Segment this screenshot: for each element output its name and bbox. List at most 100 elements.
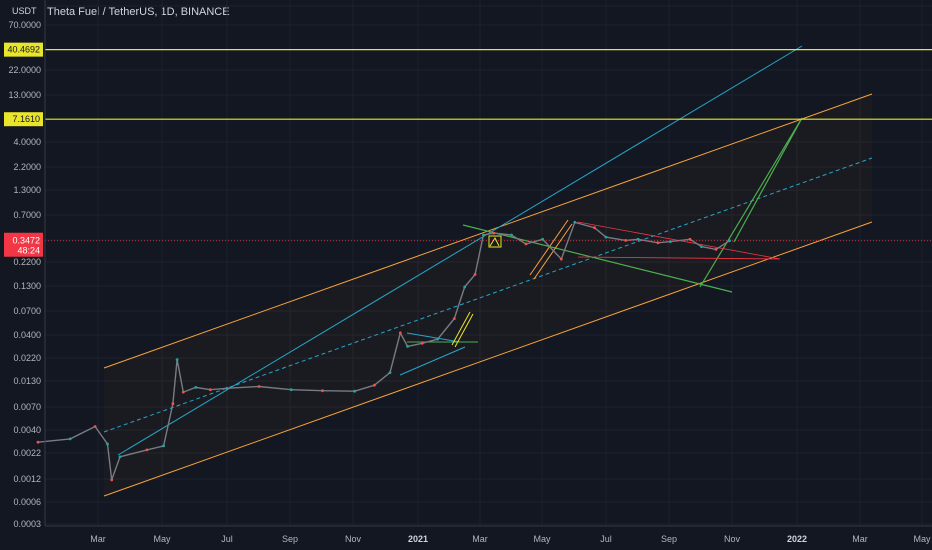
trendline-green — [462, 224, 733, 293]
data-point — [93, 425, 97, 428]
series-line — [37, 221, 730, 481]
pattern-marker — [489, 236, 500, 247]
x-tick-label: Nov — [345, 534, 362, 544]
y-tick-label: 0.7000 — [13, 210, 41, 220]
y-tick-label: 0.0130 — [13, 376, 41, 386]
data-point — [145, 448, 149, 452]
x-tick-label: Sep — [282, 534, 298, 544]
data-point — [624, 239, 628, 242]
data-point — [473, 273, 477, 276]
y-tick-label: 0.1300 — [13, 281, 41, 291]
x-tick-label: 2021 — [408, 534, 428, 544]
y-tick-label: 0.0003 — [13, 519, 41, 529]
x-tick-label: Nov — [724, 534, 741, 544]
y-tick-label: 0.0022 — [13, 448, 41, 458]
data-point — [162, 444, 166, 448]
y-axis[interactable]: 70.0000 22.0000 13.0000 4.0000 2.2000 1.3000 0… — [4, 0, 46, 529]
data-point — [463, 285, 467, 289]
grid-lines — [45, 0, 932, 526]
chart-title: Theta Fuel / TetherUS, 1D, BINANCE — [47, 6, 230, 18]
data-point — [436, 337, 440, 341]
x-axis[interactable]: Mar May Jul Sep Nov 2021 Mar May Jul Sep Nov 2022 Ma… — [45, 525, 932, 544]
trendline-yellow — [454, 313, 474, 348]
data-point — [420, 341, 424, 345]
y-tick-label: 0.0040 — [13, 425, 41, 435]
data-point — [181, 390, 185, 394]
x-tick-label: Jul — [600, 534, 612, 544]
data-point — [452, 317, 456, 320]
x-tick-label: Mar — [852, 534, 868, 544]
last-price-tag — [4, 232, 43, 257]
y-tick-label: 0.0070 — [13, 402, 41, 412]
data-point — [208, 388, 212, 392]
y-tick-label: 0.0006 — [13, 497, 41, 507]
data-point — [656, 241, 660, 245]
y-tick-label: 2.2000 — [13, 162, 41, 172]
price-level-label: 40.4692 — [7, 45, 40, 55]
last-price-countdown: 48:24 — [17, 246, 40, 256]
data-point — [171, 402, 175, 406]
y-tick-label: 4.0000 — [13, 137, 41, 147]
data-point — [36, 440, 40, 444]
data-point — [524, 242, 528, 246]
data-point — [373, 383, 376, 387]
data-point — [510, 233, 513, 237]
data-point — [398, 331, 402, 335]
y-tick-label: 22.0000 — [8, 65, 41, 75]
y-tick-label: 0.0220 — [13, 353, 41, 363]
data-point — [353, 389, 357, 393]
data-point — [194, 386, 198, 389]
x-tick-label: May — [153, 534, 171, 544]
price-level-tag — [4, 112, 43, 127]
price-levels — [45, 49, 932, 242]
price-level-label: 7.1610 — [12, 114, 40, 124]
x-tick-label: Sep — [661, 534, 677, 544]
trendline-yellow — [451, 311, 471, 346]
trendline-blue-short — [406, 332, 461, 343]
data-point — [289, 388, 293, 392]
x-tick-label: Jul — [221, 534, 233, 544]
channel-lower — [103, 221, 873, 497]
drawn-trendlines — [103, 45, 873, 497]
data-point — [106, 442, 109, 446]
price-level-tag — [4, 42, 43, 57]
data-point — [604, 235, 608, 239]
trendline-green — [733, 117, 803, 243]
x-tick-label: May — [533, 534, 551, 544]
triangle-lower — [577, 256, 781, 260]
data-point — [700, 245, 703, 249]
x-tick-label: May — [913, 534, 931, 544]
y-tick-label: 70.0000 — [8, 20, 41, 30]
y-tick-label: 0.0400 — [13, 330, 41, 340]
data-point — [492, 231, 496, 235]
data-point — [559, 257, 563, 261]
trendline-blue — [117, 45, 803, 456]
y-tick-label: 0.0012 — [13, 474, 41, 484]
trendline-orange — [533, 223, 573, 280]
y-tick-label: 1.3000 — [13, 185, 41, 195]
trendline-blue-short — [399, 346, 466, 376]
data-point — [175, 358, 179, 361]
price-series — [36, 220, 731, 482]
pattern-marker — [488, 235, 502, 248]
data-point — [573, 220, 577, 224]
data-point — [636, 237, 640, 241]
data-point — [714, 248, 718, 251]
data-point — [388, 371, 392, 374]
x-tick-label: Mar — [472, 534, 488, 544]
data-point — [257, 385, 261, 388]
x-tick-label: Mar — [90, 534, 106, 544]
data-point — [321, 389, 324, 393]
y-tick-label: 13.0000 — [8, 90, 41, 100]
x-tick-label: 2022 — [787, 534, 807, 544]
y-tick-label: 0.2200 — [13, 257, 41, 267]
trendline-orange — [529, 219, 569, 276]
data-point — [593, 226, 596, 230]
last-price-label: 0.3472 — [12, 236, 40, 246]
data-point — [225, 386, 229, 390]
data-point — [482, 233, 485, 237]
y-tick-label: 0.0700 — [13, 306, 41, 316]
data-point — [118, 455, 122, 459]
y-axis-unit: USDT — [12, 6, 37, 16]
